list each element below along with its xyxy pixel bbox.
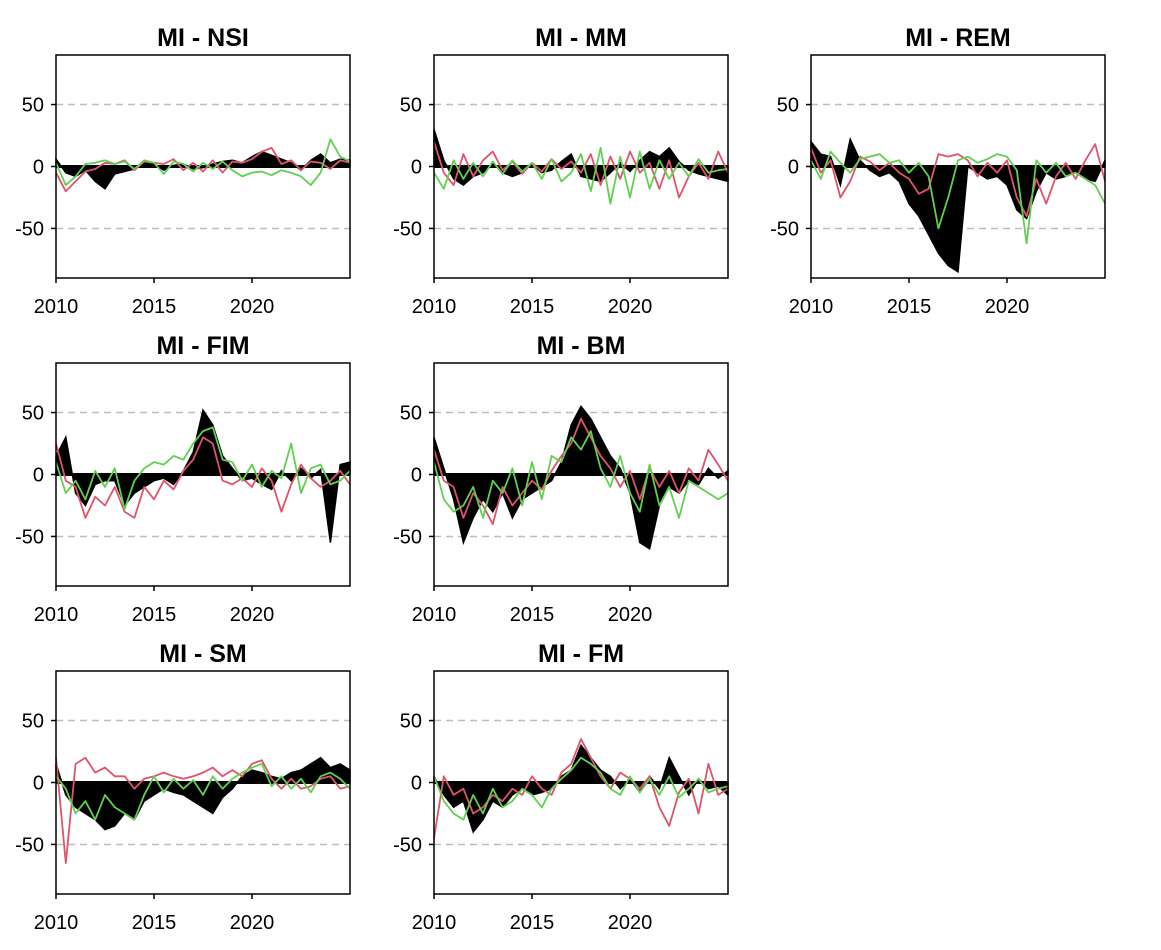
y-tick-label: 0 bbox=[788, 157, 799, 179]
panel-mi-fim: MI - FIM 50 0 -50 2010 2015 2020 bbox=[15, 332, 351, 626]
panel-mi-bm: MI - BM 50 0 -50 2010 2015 2020 bbox=[393, 332, 729, 626]
y-tick-label: 0 bbox=[411, 157, 422, 179]
y-tick-label: -50 bbox=[393, 526, 422, 548]
series-lower-line bbox=[55, 426, 351, 511]
x-tick-label: 2020 bbox=[608, 912, 653, 934]
y-tick-label: 50 bbox=[400, 95, 422, 117]
y-tick-label: -50 bbox=[15, 526, 44, 548]
y-tick-label: 0 bbox=[33, 157, 44, 179]
panel-title: MI - SM bbox=[159, 640, 247, 668]
panel-title: MI - FIM bbox=[156, 332, 249, 360]
y-tick-label: -50 bbox=[393, 834, 422, 856]
series-spillover-area bbox=[433, 129, 729, 187]
series-lower-line bbox=[433, 430, 729, 519]
series-upper-line bbox=[55, 756, 351, 864]
x-tick-label: 2015 bbox=[887, 296, 932, 318]
panel-title: MI - BM bbox=[537, 332, 626, 360]
series-lower-line bbox=[55, 763, 351, 821]
y-tick-label: 0 bbox=[411, 773, 422, 795]
series-upper-line bbox=[433, 417, 729, 525]
x-tick-label: 2020 bbox=[608, 296, 653, 318]
x-tick-label: 2010 bbox=[412, 604, 457, 626]
y-tick-label: -50 bbox=[15, 834, 44, 856]
series-spillover-area bbox=[55, 408, 351, 543]
x-tick-label: 2015 bbox=[132, 912, 177, 934]
y-tick-label: -50 bbox=[393, 218, 422, 240]
x-tick-label: 2015 bbox=[132, 296, 177, 318]
x-tick-label: 2020 bbox=[985, 296, 1030, 318]
series-lower-line bbox=[810, 150, 1106, 245]
x-tick-label: 2010 bbox=[412, 912, 457, 934]
panel-mi-mm: MI - MM 50 0 -50 2010 2015 2020 bbox=[393, 24, 729, 318]
y-tick-label: 50 bbox=[400, 711, 422, 733]
series-lower-line bbox=[433, 146, 729, 205]
x-tick-label: 2015 bbox=[510, 912, 555, 934]
x-tick-label: 2015 bbox=[510, 296, 555, 318]
series-upper-line bbox=[810, 143, 1106, 218]
x-tick-label: 2020 bbox=[230, 912, 275, 934]
panel-title: MI - REM bbox=[905, 24, 1011, 52]
series-upper-line bbox=[55, 436, 351, 519]
x-tick-label: 2015 bbox=[132, 604, 177, 626]
x-tick-label: 2020 bbox=[230, 604, 275, 626]
series-spillover-area bbox=[810, 136, 1106, 274]
panel-mi-fm: MI - FM 50 0 -50 2010 2015 2020 bbox=[393, 640, 729, 934]
x-tick-label: 2020 bbox=[608, 604, 653, 626]
y-tick-label: -50 bbox=[770, 218, 799, 240]
panel-title: MI - MM bbox=[535, 24, 627, 52]
y-tick-label: 50 bbox=[777, 95, 799, 117]
y-tick-label: 50 bbox=[22, 95, 44, 117]
y-tick-label: 50 bbox=[22, 403, 44, 425]
y-tick-label: 0 bbox=[411, 465, 422, 487]
panel-title: MI - NSI bbox=[157, 24, 249, 52]
series-upper-line bbox=[55, 146, 351, 193]
y-tick-label: 0 bbox=[33, 773, 44, 795]
y-tick-label: -50 bbox=[15, 218, 44, 240]
panel-mi-rem: MI - REM 50 0 -50 2010 2015 2020 bbox=[770, 24, 1106, 318]
series-lower-line bbox=[55, 138, 351, 187]
x-tick-label: 2010 bbox=[34, 604, 79, 626]
x-tick-label: 2010 bbox=[34, 912, 79, 934]
x-tick-label: 2020 bbox=[230, 296, 275, 318]
panel-mi-sm: MI - SM 50 0 -50 2010 2015 2020 bbox=[15, 640, 351, 934]
x-tick-label: 2010 bbox=[34, 296, 79, 318]
series-upper-line bbox=[433, 738, 729, 839]
x-tick-label: 2010 bbox=[412, 296, 457, 318]
series-lower-line bbox=[433, 756, 729, 821]
panel-title: MI - FM bbox=[538, 640, 624, 668]
x-tick-label: 2010 bbox=[789, 296, 834, 318]
y-tick-label: 0 bbox=[33, 465, 44, 487]
panel-mi-nsi: MI - NSI 50 0 -50 2010 2015 2020 bbox=[15, 24, 351, 318]
y-tick-label: 50 bbox=[22, 711, 44, 733]
series-spillover-area bbox=[433, 405, 729, 551]
series-upper-line bbox=[433, 141, 729, 199]
x-tick-label: 2015 bbox=[510, 604, 555, 626]
y-tick-label: 50 bbox=[400, 403, 422, 425]
